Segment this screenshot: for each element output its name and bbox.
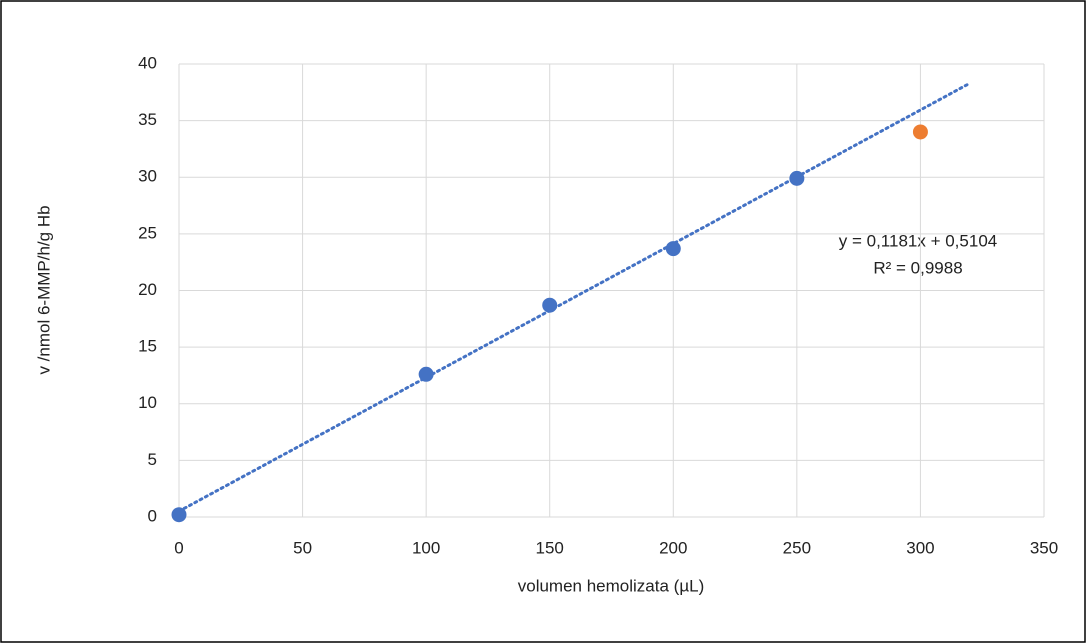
y-tick-label: 25	[138, 223, 157, 242]
data-point	[912, 124, 928, 140]
y-tick-label: 0	[148, 506, 157, 525]
x-axis-title: volumen hemolizata (µL)	[518, 576, 705, 595]
y-tick-label: 20	[138, 280, 157, 299]
y-tick-label: 35	[138, 110, 157, 129]
x-tick-label: 350	[1030, 538, 1058, 557]
y-tick-label: 15	[138, 337, 157, 356]
y-tick-label: 5	[148, 450, 157, 469]
x-tick-label: 0	[174, 538, 183, 557]
y-tick-label: 40	[138, 53, 157, 72]
x-tick-label: 150	[536, 538, 564, 557]
data-point	[542, 297, 558, 313]
x-tick-label: 300	[906, 538, 934, 557]
data-point	[789, 170, 805, 186]
y-tick-label: 30	[138, 167, 157, 186]
data-point	[171, 507, 187, 523]
y-tick-label: 10	[138, 393, 157, 412]
x-tick-label: 250	[783, 538, 811, 557]
trendline	[177, 81, 972, 513]
data-point	[665, 241, 681, 257]
x-tick-label: 50	[293, 538, 312, 557]
trend-r-squared: R² = 0,9988	[873, 258, 962, 277]
data-point	[418, 366, 434, 382]
trend-equation: y = 0,1181x + 0,5104	[839, 231, 997, 250]
x-tick-label: 100	[412, 538, 440, 557]
y-axis-title: v /nmol 6-MMP/h/g Hb	[34, 205, 53, 374]
x-tick-label: 200	[659, 538, 687, 557]
